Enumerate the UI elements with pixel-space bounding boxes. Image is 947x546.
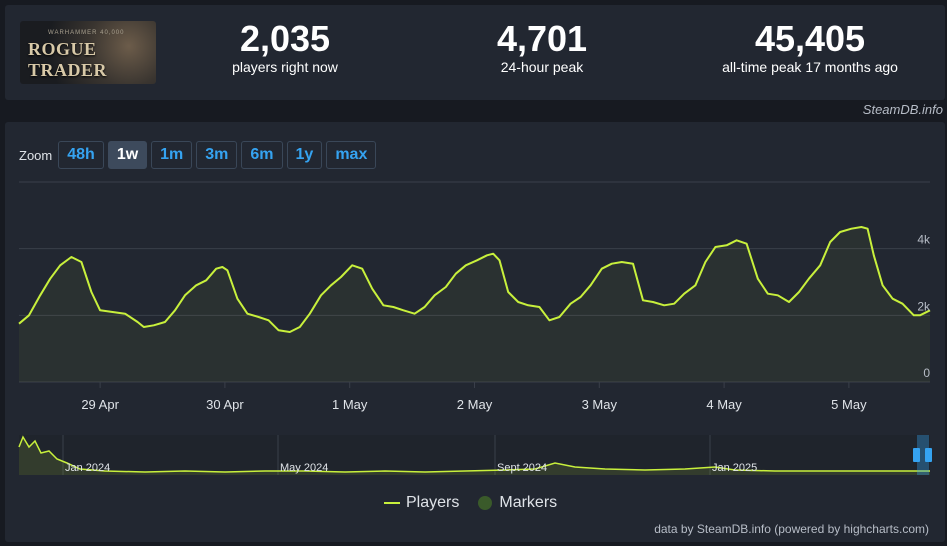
x-tick-label: 4 May: [706, 397, 742, 412]
zoom-button-6m[interactable]: 6m: [241, 141, 283, 169]
chart-legend: Players Markers: [384, 494, 575, 512]
stat-alltime-value: 45,405: [754, 18, 866, 59]
players-line[interactable]: [18, 226, 931, 333]
stat-24h-peak: 4,701 24-hour peak: [442, 18, 642, 76]
zoom-button-3m[interactable]: 3m: [196, 141, 238, 169]
zoom-button-1m[interactable]: 1m: [151, 141, 193, 169]
legend-item-players[interactable]: Players: [384, 494, 459, 512]
zoom-button-max[interactable]: max: [326, 141, 377, 169]
x-tick-label: 1 May: [332, 397, 368, 412]
y-tick-label: 0: [923, 366, 930, 380]
stat-alltime-label: all-time peak 17 months ago: [722, 59, 898, 75]
legend-marker-icon: [478, 496, 493, 510]
game-art-image[interactable]: WARHAMMER 40,000 ROGUE TRADER: [20, 21, 156, 84]
x-tick-label: 3 May: [582, 397, 618, 412]
navigator-tick-label: Jan 2024: [65, 462, 110, 474]
players-chart[interactable]: 29 Apr 30 Apr 1 May 2 May 3 May 4 May 5 May 0 2…: [5, 122, 945, 542]
navigator-tick-label: Sept 2024: [497, 462, 547, 474]
stat-24h-label: 24-hour peak: [500, 59, 584, 75]
zoom-button-1w[interactable]: 1w: [107, 141, 148, 169]
stat-current-players: 2,035 players right now: [185, 18, 385, 76]
stats-bar: WARHAMMER 40,000 ROGUE TRADER 2,035 play…: [5, 5, 945, 100]
zoom-label: Zoom: [19, 147, 53, 163]
navigator-tick-label: May 2024: [280, 462, 328, 474]
navigator-background[interactable]: [19, 435, 930, 475]
chart-credit[interactable]: data by SteamDB.info (powered by highcha…: [654, 522, 929, 536]
legend-players-label: Players: [406, 494, 460, 511]
x-tick-label: 29 Apr: [81, 397, 119, 412]
zoom-controls: Zoom 48h 1w 1m 3m 6m 1y max: [19, 141, 380, 169]
legend-item-markers[interactable]: Markers: [477, 494, 557, 512]
navigator-handle-right[interactable]: [925, 448, 932, 462]
game-art-publisher: WARHAMMER 40,000: [48, 30, 125, 36]
zoom-button-48h[interactable]: 48h: [58, 141, 104, 169]
zoom-button-1y[interactable]: 1y: [286, 141, 323, 169]
navigator-line: [18, 435, 930, 473]
stat-current-value: 2,035: [239, 18, 331, 59]
y-tick-label: 4k: [917, 233, 931, 247]
steamdb-watermark[interactable]: SteamDB.info: [862, 102, 943, 117]
y-tick-label: 2k: [917, 299, 931, 313]
stat-current-label: players right now: [232, 59, 338, 75]
game-art-title: ROGUE TRADER: [28, 39, 108, 80]
x-tick-label: 2 May: [457, 397, 493, 412]
stat-24h-value: 4,701: [496, 18, 588, 59]
x-tick-label: 30 Apr: [206, 397, 244, 412]
legend-markers-label: Markers: [499, 494, 558, 511]
stat-alltime-peak: 45,405 all-time peak 17 months ago: [685, 18, 935, 76]
chart-panel: Zoom 48h 1w 1m 3m 6m 1y max 29 Apr 30 Apr 1 May 2…: [5, 122, 945, 542]
navigator-tick-label: Jan 2025: [712, 462, 757, 474]
x-tick-label: 5 May: [831, 397, 867, 412]
navigator-selection[interactable]: [917, 435, 929, 475]
navigator-handle-left[interactable]: [913, 448, 920, 462]
players-area: [19, 227, 930, 382]
legend-line-icon: [384, 502, 400, 504]
